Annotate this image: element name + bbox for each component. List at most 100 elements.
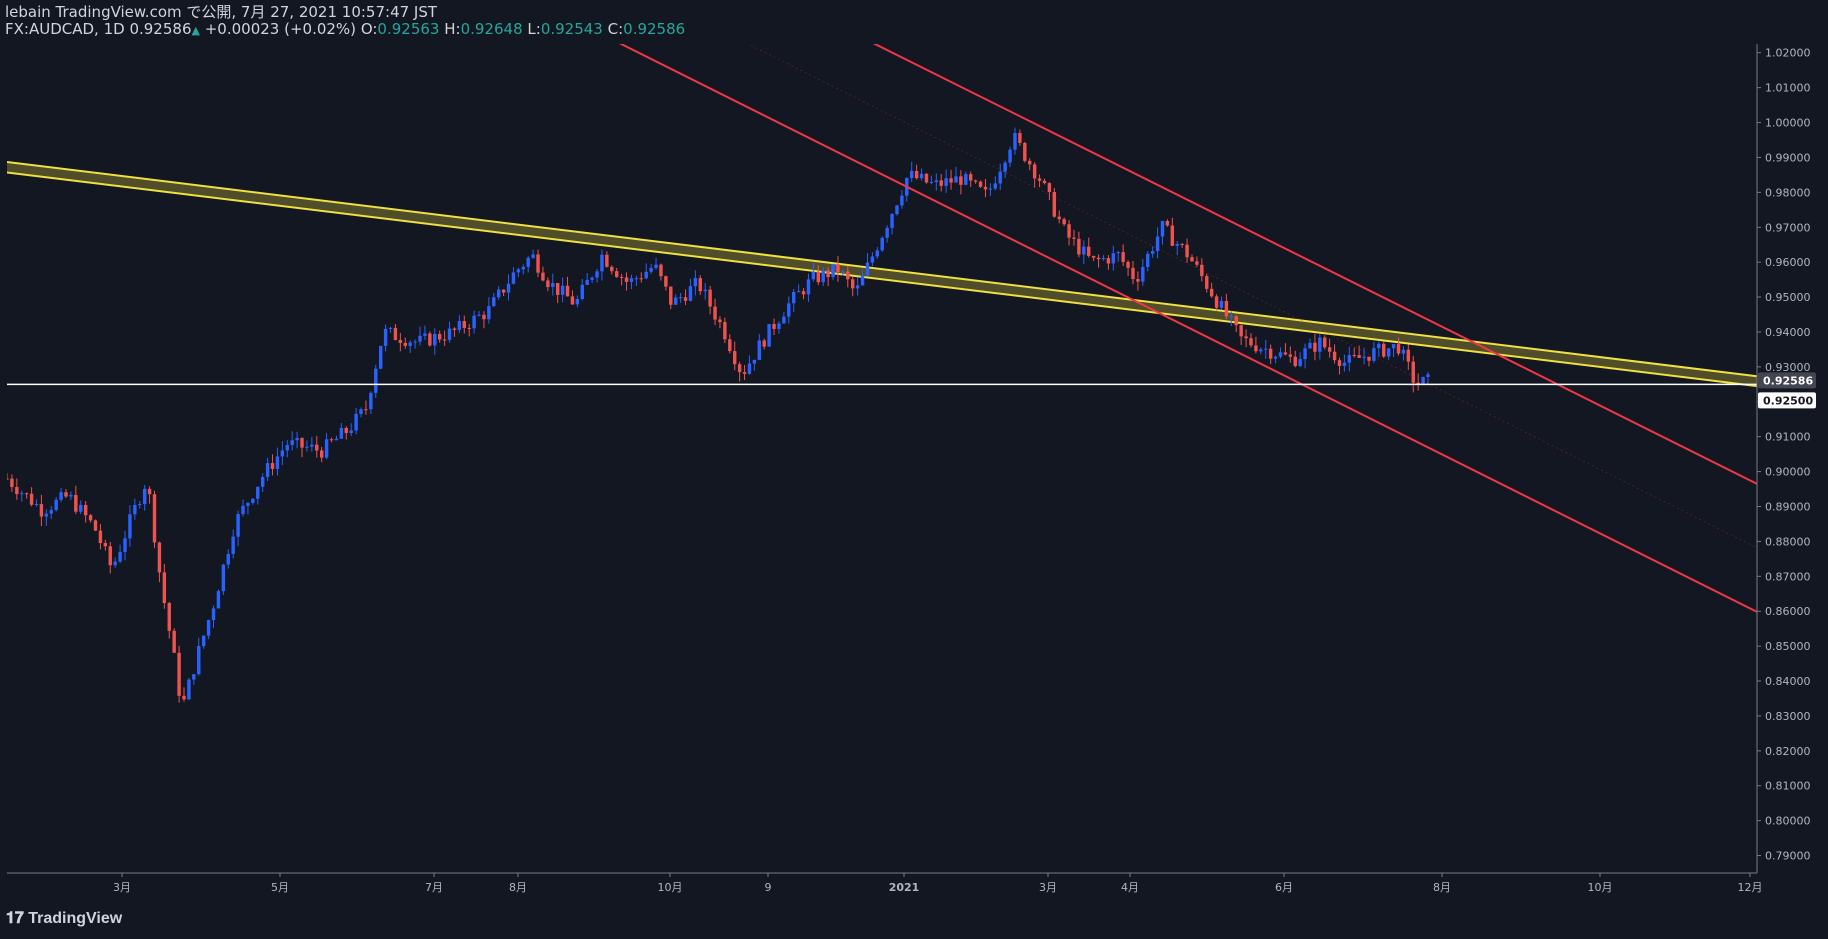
candle-body — [364, 409, 368, 411]
candle-body — [806, 279, 811, 295]
candle-body — [619, 276, 624, 278]
candle-body — [1155, 236, 1160, 252]
candle-body — [334, 438, 339, 441]
candle-body — [723, 322, 727, 340]
candle-body — [728, 339, 732, 352]
candle-body — [103, 542, 108, 547]
y-tick-label: 1.01000 — [1765, 82, 1811, 95]
candle-body — [433, 333, 437, 346]
symbol-label[interactable]: FX:AUDCAD, 1D — [5, 20, 125, 38]
candle-body — [472, 315, 476, 329]
y-tick-label: 0.80000 — [1765, 815, 1811, 828]
candle-body — [551, 283, 555, 287]
candle-body — [1047, 183, 1052, 193]
candle-body — [1067, 224, 1071, 238]
candle-body — [1347, 355, 1352, 363]
candle-body — [457, 321, 462, 330]
candle-body — [383, 328, 388, 346]
y-tick-label: 0.98000 — [1765, 186, 1811, 199]
candle-body — [791, 292, 796, 304]
candle-body — [836, 264, 840, 273]
candle-body — [1273, 356, 1278, 359]
candle-body — [152, 494, 157, 543]
band-lower-line[interactable] — [7, 171, 1757, 388]
candle-body — [536, 254, 540, 273]
candle-body — [570, 296, 575, 305]
candle-body — [511, 272, 516, 284]
candle-body — [1037, 178, 1042, 181]
candle-body — [1234, 316, 1238, 326]
candle-body — [280, 450, 285, 457]
band-upper-line[interactable] — [7, 160, 1757, 378]
price-tag-label: 0.92500 — [1763, 394, 1813, 407]
x-tick-label: 3月 — [1039, 881, 1057, 894]
candle-body — [954, 176, 958, 183]
candle-body — [378, 345, 383, 369]
candle-body — [644, 271, 648, 279]
candle-body — [1096, 257, 1101, 260]
candle-body — [1013, 132, 1017, 150]
candle-body — [492, 297, 496, 307]
candle-body — [1259, 349, 1263, 352]
candle-body — [1136, 279, 1140, 282]
tradingview-logo[interactable]: 𝟏𝟕 TradingView — [6, 910, 122, 928]
candle-body — [167, 603, 171, 631]
candle-body — [826, 270, 830, 278]
candle-body — [44, 513, 49, 517]
candle-body — [1382, 343, 1386, 357]
candle-body — [187, 679, 191, 700]
candle-body — [437, 333, 442, 340]
candle-body — [349, 430, 353, 434]
y-tick-label: 0.82000 — [1765, 745, 1811, 758]
candle-body — [846, 271, 850, 280]
candle-body — [1293, 356, 1297, 366]
candle-body — [983, 186, 988, 190]
candle-body — [285, 445, 289, 451]
candle-body — [1032, 164, 1037, 179]
y-tick-label: 0.83000 — [1765, 710, 1811, 723]
x-tick-label: 9 — [765, 881, 772, 894]
plot-area[interactable] — [7, 44, 1757, 873]
candle-body — [1214, 296, 1219, 308]
resistance-band[interactable] — [7, 161, 1757, 387]
y-tick-label: 0.85000 — [1765, 640, 1811, 653]
trend-line-2[interactable] — [865, 39, 1758, 485]
candle-body — [1283, 352, 1288, 355]
candle-body — [816, 271, 821, 283]
candle-body — [546, 280, 550, 287]
candle-body — [197, 646, 201, 675]
candle-body — [487, 306, 491, 320]
candle-body — [1121, 252, 1125, 262]
candle-body — [138, 504, 142, 506]
candle-body — [270, 463, 275, 469]
y-tick-label: 0.79000 — [1765, 850, 1811, 863]
y-tick-label: 1.00000 — [1765, 117, 1811, 130]
candle-body — [236, 513, 240, 537]
candle-body — [83, 504, 88, 516]
candle-body — [831, 264, 835, 278]
candle-body — [659, 264, 663, 277]
candle-body — [669, 286, 673, 305]
candle-body — [260, 476, 265, 487]
close-value: 0.92586 — [623, 20, 686, 38]
candle-body — [359, 409, 363, 414]
low-label: L: — [527, 20, 541, 38]
candle-body — [1190, 257, 1194, 262]
y-tick-label: 0.93000 — [1765, 361, 1811, 374]
candle-body — [649, 267, 653, 272]
candle-body — [718, 319, 722, 323]
candle-body — [393, 327, 398, 340]
candle-body — [1224, 300, 1229, 317]
candle-body — [1185, 244, 1189, 258]
candle-body — [885, 227, 889, 238]
candle-body — [241, 505, 245, 514]
tradingview-logo-icon: 𝟏𝟕 — [6, 910, 24, 927]
candle-body — [1386, 348, 1391, 357]
trend-line-1[interactable] — [611, 39, 1757, 613]
candle-body — [880, 237, 884, 251]
candle-body — [113, 561, 117, 566]
candle-body — [664, 276, 668, 287]
candle-body — [64, 492, 68, 497]
candle-body — [964, 174, 968, 185]
